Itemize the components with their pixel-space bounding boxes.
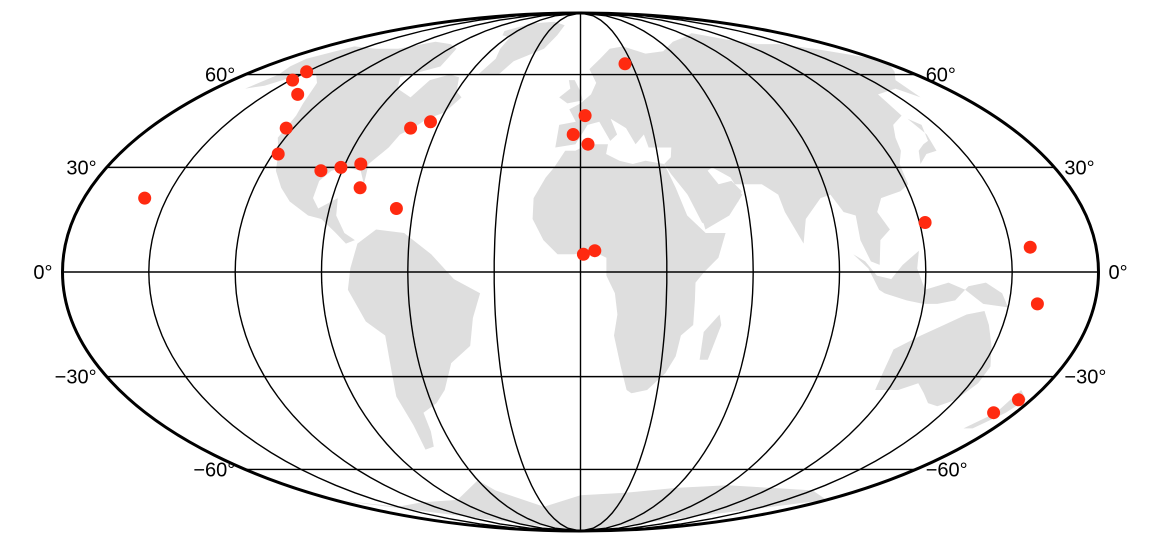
meridian-line: [493, 13, 581, 531]
australia-land: [875, 311, 992, 407]
point-louisiana: [334, 160, 348, 174]
point-hawaii: [138, 191, 152, 205]
point-ghana: [576, 247, 590, 261]
lat-label-right: 0°: [1109, 262, 1128, 284]
meridian-line: [407, 13, 581, 531]
arabia-land: [673, 157, 742, 226]
meridian-line: [234, 13, 581, 531]
meridian-line: [580, 13, 841, 531]
latitude-labels: 60° 60° 30° 30° 0° 0° −30° −30° −60° −60°: [33, 65, 1127, 482]
north-america-land: [245, 41, 462, 244]
lat-label-right: 60°: [926, 65, 956, 87]
point-texas: [314, 164, 328, 178]
point-florida: [353, 181, 367, 195]
lat-label-left: 30°: [66, 157, 96, 179]
lat-label-right: 30°: [1064, 157, 1094, 179]
data-points: [138, 57, 1044, 420]
point-solomon-islands: [1030, 297, 1044, 311]
lat-label-left: −60°: [193, 460, 235, 482]
lat-label-left: −30°: [55, 367, 97, 389]
point-nova-scotia: [424, 115, 437, 129]
point-finland: [618, 57, 632, 71]
point-new-zealand-north: [1012, 393, 1025, 407]
point-alaska-1: [300, 65, 314, 79]
point-georgia: [354, 157, 368, 171]
point-france: [578, 109, 592, 123]
point-philippines: [918, 216, 932, 229]
british-isles-land: [559, 80, 583, 104]
point-pacific-northwest: [279, 121, 293, 135]
land-layer: [245, 21, 1026, 531]
meridian-line: [580, 13, 668, 531]
lat-label-right: −60°: [926, 460, 968, 482]
lat-label-right: −30°: [1064, 367, 1106, 389]
point-massachusetts: [404, 121, 418, 135]
indonesia-land: [853, 250, 1009, 308]
map-outline: [61, 11, 1100, 533]
point-spain-south: [581, 137, 595, 151]
graticule: [62, 13, 1099, 531]
point-california: [271, 147, 285, 161]
europe-asia-land: [555, 33, 921, 265]
lat-label-left: 0°: [33, 262, 52, 284]
point-spain: [566, 128, 580, 141]
point-canada-bc: [291, 87, 305, 101]
point-pacific-island: [1023, 240, 1037, 254]
meridian-line: [580, 13, 1013, 531]
japan-land: [907, 118, 937, 164]
meridian-line: [580, 13, 754, 531]
point-new-zealand-south: [987, 406, 1001, 420]
lat-label-left: 60°: [205, 65, 235, 87]
point-nigeria: [588, 244, 602, 258]
greenland-land: [478, 21, 565, 75]
meridian-line: [580, 13, 927, 531]
point-alaska-2: [286, 73, 300, 87]
point-puerto-rico: [389, 202, 403, 215]
meridian-line: [320, 13, 581, 531]
madagascar-land: [699, 314, 722, 360]
